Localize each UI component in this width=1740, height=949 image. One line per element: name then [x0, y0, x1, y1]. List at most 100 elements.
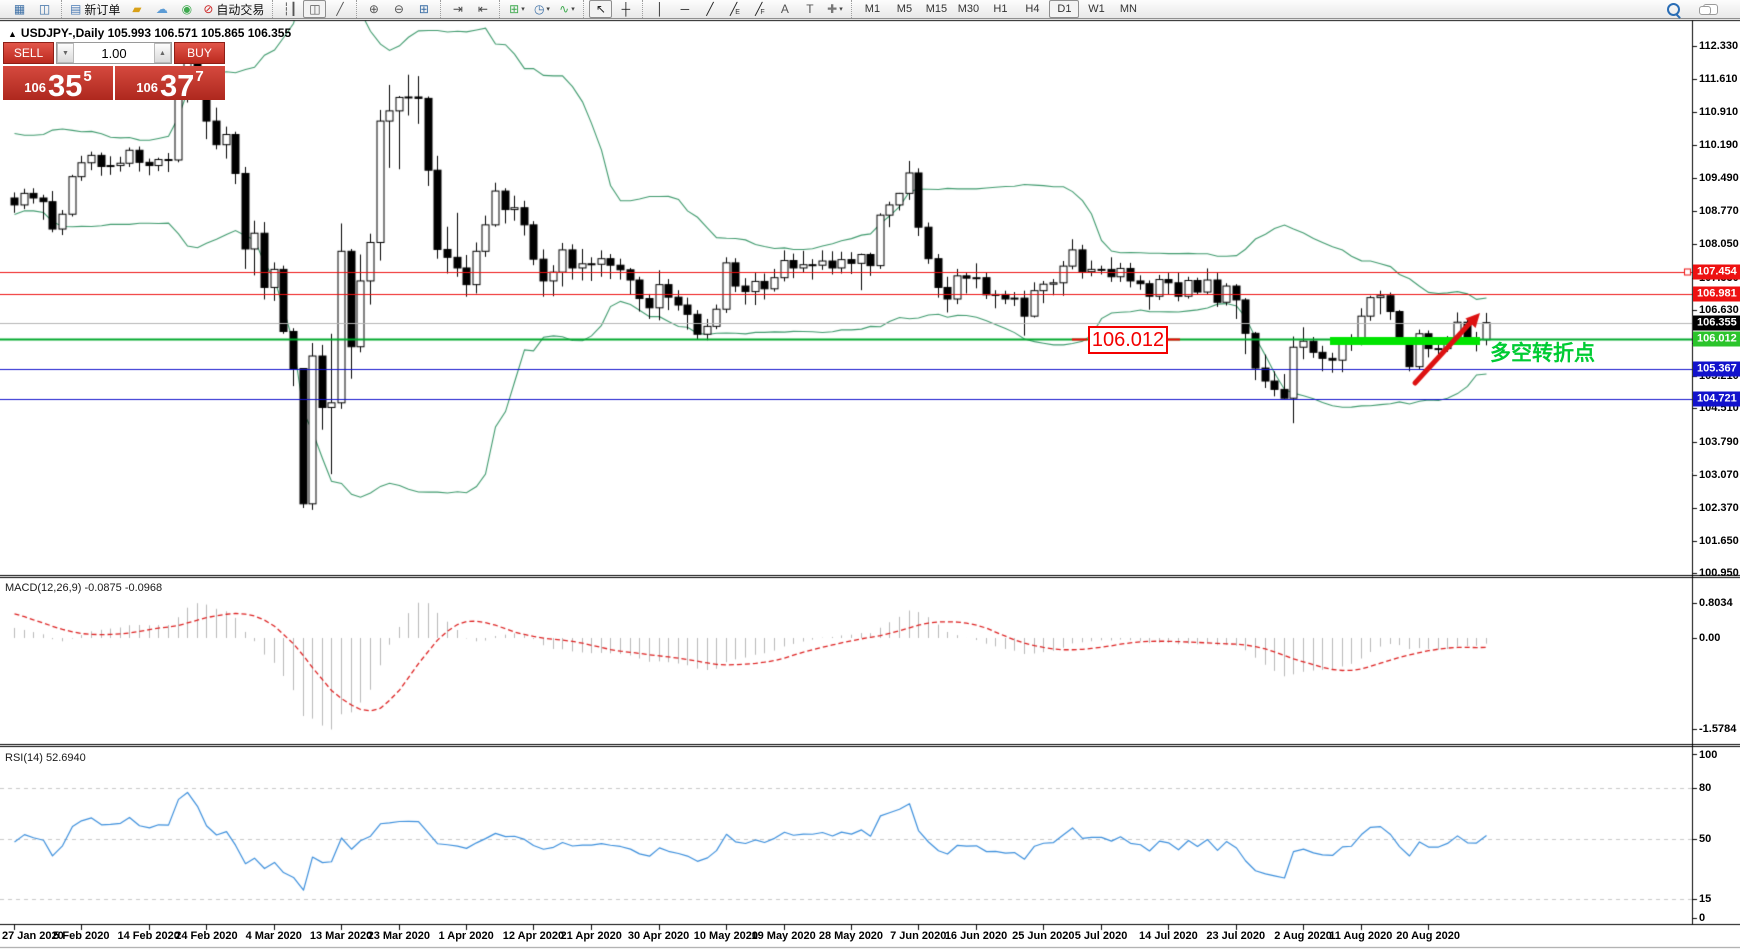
price-axis-tick: 108.050	[1699, 238, 1739, 251]
search-icon	[1667, 2, 1680, 16]
timeframe-m30[interactable]: M30	[953, 0, 983, 18]
timeframe-h1-label: H1	[993, 3, 1008, 15]
timeframe-h4[interactable]: H4	[1017, 0, 1047, 18]
trendline-button[interactable]: ╱	[698, 0, 721, 18]
zoom-in-icon: ⊕	[368, 2, 379, 16]
channel-button[interactable]: ╱ E	[723, 0, 746, 18]
toolbar-group: │ ─ ╱ ╱ E ╱ F A T ✚ ▾	[642, 0, 851, 18]
toolbar-group: ⊞ ▾ ◷ ▾ ∿ ▾	[499, 0, 583, 18]
turning-point-label[interactable]: 多空转折点	[1490, 342, 1595, 365]
volume-decrease-button[interactable]: ▼	[57, 43, 74, 63]
timeframe-w1-label: W1	[1088, 3, 1105, 15]
candlestick-chart-icon: ◫	[309, 2, 321, 16]
timeframe-m15[interactable]: M15	[921, 0, 951, 18]
signal-button[interactable]: ◉	[175, 0, 198, 18]
chart-window-icon: ▦	[13, 2, 26, 16]
timeframe-m30-label: M30	[957, 3, 980, 15]
tile-windows-icon: ⊞	[418, 2, 429, 16]
timeframe-m5[interactable]: M5	[889, 0, 919, 18]
date-label: 14 Jul 2020	[1139, 930, 1198, 942]
timeframe-w1[interactable]: W1	[1081, 0, 1111, 18]
timeframe-h1[interactable]: H1	[985, 0, 1015, 18]
horizontal-line-icon: ─	[680, 2, 690, 16]
new-order-button[interactable]: ▤ 新订单	[67, 0, 123, 18]
price-marker: 106.012	[1693, 331, 1740, 347]
timeframe-m5-label: M5	[896, 3, 913, 15]
price-axis-tick: 110.910	[1699, 105, 1739, 118]
candlestick-chart-button[interactable]: ◫	[303, 0, 327, 18]
rsi-axis-tick: 100	[1699, 749, 1718, 761]
search-button[interactable]	[1662, 0, 1685, 18]
dropdown-arrow-icon: ▾	[521, 6, 525, 13]
timeframe-m1-label: M1	[864, 3, 881, 15]
date-label: 21 Apr 2020	[560, 930, 622, 942]
sell-price-display[interactable]: 106 35 5	[3, 66, 113, 103]
buy-price-big: 37	[159, 68, 195, 103]
autotrading-button-label: 自动交易	[216, 2, 265, 17]
date-label: 4 Mar 2020	[245, 930, 302, 942]
new-order-icon: ▤	[70, 2, 82, 16]
date-label: 5 Jul 2020	[1074, 930, 1128, 942]
price-axis-tick: 111.610	[1699, 73, 1738, 86]
tile-windows-button[interactable]: ⊞	[412, 0, 435, 18]
buy-button[interactable]: BUY	[174, 42, 225, 64]
collapse-arrow-icon[interactable]: ▲	[8, 29, 17, 39]
buy-price-display[interactable]: 106 37 7	[115, 66, 225, 103]
chart-shift-button[interactable]: ⇥	[446, 0, 469, 18]
new-chart-button[interactable]: ⊞ ▾	[505, 0, 528, 18]
bar-chart-button[interactable]: ┆┃	[278, 0, 301, 18]
chart-window-button[interactable]: ▦	[8, 0, 31, 18]
text-label-button[interactable]: T	[798, 0, 821, 18]
chat-button[interactable]	[1699, 0, 1722, 18]
volume-increase-button[interactable]: ▲	[154, 43, 171, 63]
timeframe-mn[interactable]: MN	[1113, 0, 1143, 18]
vertical-line-button[interactable]: │	[648, 0, 671, 18]
cloud-button[interactable]: ☁	[150, 0, 173, 18]
zoom-in-button[interactable]: ⊕	[362, 0, 385, 18]
text-button[interactable]: A	[773, 0, 796, 18]
macd-axis-tick: -1.5784	[1699, 723, 1737, 736]
toolbar-right	[1661, 0, 1737, 18]
shapes-button[interactable]: ✚ ▾	[823, 0, 846, 18]
date-label: 20 Aug 2020	[1396, 930, 1461, 942]
timeframe-group: M1 M5 M15 M30 H1 H4 D1 W1 MN	[851, 0, 1148, 18]
volume-input[interactable]	[74, 43, 154, 63]
auto-scroll-button[interactable]: ⇤	[471, 0, 494, 18]
date-label: 12 Apr 2020	[502, 930, 565, 942]
autotrading-icon: ⊘	[203, 2, 214, 16]
cursor-arrow-icon: ↖	[595, 2, 606, 16]
date-label: 23 Jul 2020	[1206, 930, 1266, 942]
line-chart-button[interactable]: ╱	[328, 0, 351, 18]
date-label: 16 Jun 2020	[944, 930, 1008, 942]
zoom-out-button[interactable]: ⊖	[387, 0, 410, 18]
date-label: 5 Feb 2020	[53, 930, 110, 942]
indicators-icon: ∿	[559, 2, 570, 16]
fibonacci-button[interactable]: ╱ F	[748, 0, 771, 18]
rsi-axis-tick: 15	[1699, 892, 1712, 905]
indicators-button[interactable]: ∿ ▾	[555, 0, 578, 18]
price-axis-tick: 102.370	[1699, 501, 1739, 514]
market-watch-button[interactable]: ◫	[33, 0, 56, 18]
volume-control: ▼ ▲	[56, 42, 172, 64]
chat-icon	[1699, 3, 1718, 15]
price-annotation-box[interactable]: 106.012	[1088, 326, 1168, 354]
cursor-button[interactable]: ↖	[589, 0, 613, 18]
autotrading-button[interactable]: ⊘ 自动交易	[200, 0, 267, 18]
sell-button[interactable]: SELL	[3, 42, 54, 64]
chart-title: ▲ USDJPY-,Daily 105.993 106.571 105.865 1…	[8, 26, 291, 40]
price-marker: 107.454	[1693, 264, 1740, 280]
periods-button[interactable]: ◷ ▾	[530, 0, 553, 18]
timeframe-h4-label: H4	[1025, 3, 1040, 15]
crosshair-button[interactable]: ┼	[614, 0, 637, 18]
sell-price-big: 35	[47, 68, 83, 103]
date-label: 10 May 2020	[693, 930, 758, 942]
date-label: 30 Apr 2020	[627, 930, 690, 942]
timeframe-m1[interactable]: M1	[857, 0, 887, 18]
date-label: 28 May 2020	[818, 930, 884, 942]
timeframe-d1[interactable]: D1	[1049, 0, 1080, 18]
horizontal-line-button[interactable]: ─	[673, 0, 696, 18]
gold-button[interactable]: ▰	[125, 0, 148, 18]
date-label: 2 Aug 2020	[1274, 930, 1332, 942]
